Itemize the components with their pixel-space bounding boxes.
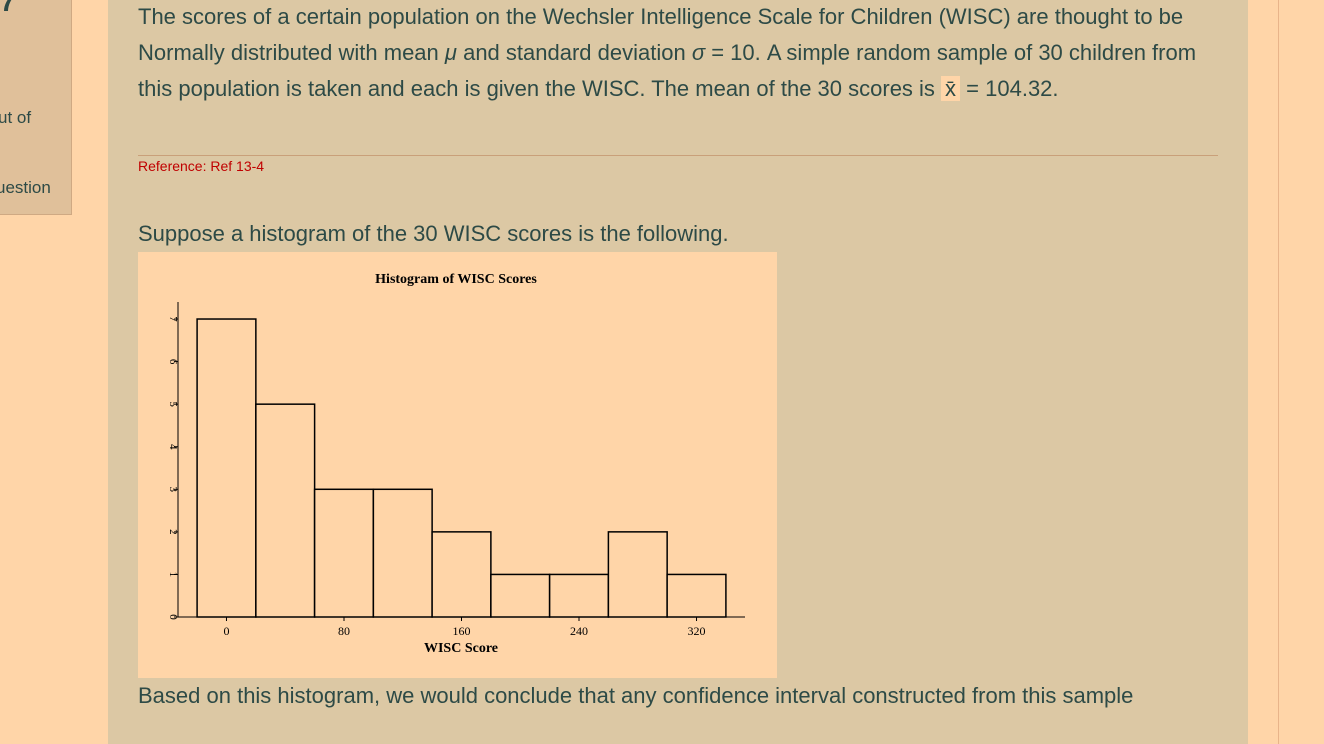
border <box>1278 0 1279 744</box>
bar <box>372 488 433 618</box>
bar <box>255 403 316 618</box>
divider <box>138 155 1218 156</box>
bar <box>548 573 610 618</box>
reference: Reference: Ref 13-4 <box>138 158 265 174</box>
bar <box>607 531 668 618</box>
symbol: x̄ <box>941 76 961 101</box>
symbol: μ <box>444 40 457 65</box>
x-tick-label: 0 <box>223 624 229 638</box>
prompt: Suppose a histogram of the 30 WISC score… <box>138 221 729 246</box>
x-axis-label: WISC Score <box>424 641 498 656</box>
question-text: The scores of a certain population on th… <box>138 0 1223 107</box>
y-tick-label: 5 <box>167 401 179 407</box>
text: and standard deviation <box>456 40 692 65</box>
y-tick-label: 1 <box>167 572 179 578</box>
y-tick-label: 3 <box>167 487 179 493</box>
y-tick-label: 0 <box>167 614 179 620</box>
y-tick-label: 4 <box>167 444 179 450</box>
sidebar: 7 ut of uestion <box>0 0 72 215</box>
bar <box>431 531 492 618</box>
text: The scores of a certain population on th… <box>138 4 1184 65</box>
chart: Histogram of WISC Scores WISC Score 0 80 1… <box>138 252 777 678</box>
followup: Based on this histogram, we would conclu… <box>138 683 1134 708</box>
sidebar-text: ut of <box>0 108 32 127</box>
symbol: σ <box>691 40 706 65</box>
bar <box>313 488 375 618</box>
sidebar-text: uestion <box>0 178 51 197</box>
question-number: 7 <box>0 0 16 17</box>
y-tick-label: 7 <box>167 316 179 322</box>
x-tick-label: 80 <box>338 624 350 638</box>
x-tick-label: 160 <box>453 624 471 638</box>
bar <box>666 573 727 618</box>
x-tick-label: 320 <box>688 624 706 638</box>
y-tick-label: 6 <box>167 359 179 365</box>
y-tick-label: 2 <box>167 529 179 535</box>
text: = 10. A simple random sample of 30 child… <box>138 40 1197 101</box>
question-panel: The scores of a certain population on th… <box>108 0 1248 744</box>
x-tick-label: 240 <box>570 624 588 638</box>
bar <box>196 318 257 618</box>
bar <box>490 573 551 618</box>
chart-title: Histogram of WISC Scores <box>375 272 537 287</box>
text: = 104.32. <box>960 76 1059 101</box>
